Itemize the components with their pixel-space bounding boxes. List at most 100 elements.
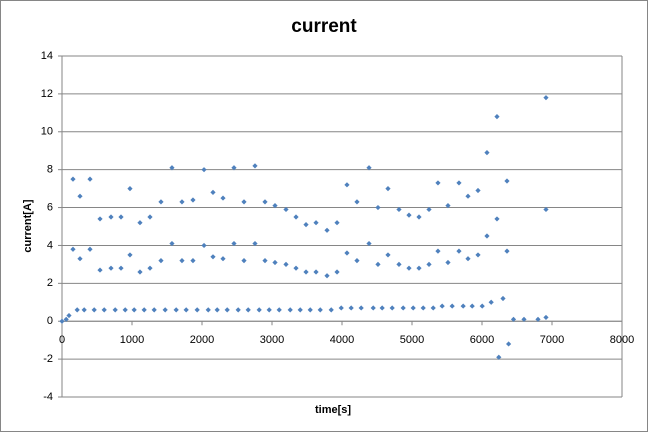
point [543,314,549,321]
point [338,305,344,311]
point [147,265,153,271]
point [313,269,319,275]
point [344,250,350,256]
point [101,307,107,313]
point [370,305,376,311]
point [87,176,93,182]
point [210,189,216,195]
point [521,316,527,322]
point [475,252,481,258]
point [77,256,83,262]
point [449,303,455,309]
point [354,199,360,205]
point [334,220,340,226]
y-tick-label: -4 [43,391,53,403]
x-tick-label: 0 [59,334,65,346]
point [122,307,128,313]
point [494,114,500,120]
point [70,176,76,182]
point [456,180,462,186]
point [137,220,143,226]
x-tick-label: 3000 [260,334,284,346]
point [256,307,262,313]
point [445,259,451,266]
point [252,163,258,169]
point [262,199,268,205]
point [205,307,211,313]
point [224,307,230,313]
y-tick-label: 14 [41,50,53,62]
point [303,269,309,275]
point [87,246,93,252]
point [220,256,226,262]
x-axis-label: time[s] [315,404,351,416]
point [108,214,114,220]
point [469,303,475,309]
point [435,180,441,186]
point [420,305,426,311]
point [141,307,147,313]
x-tick-label: 2000 [190,334,214,346]
point [179,258,185,264]
point [416,265,422,271]
point [389,305,395,311]
point [91,307,97,313]
point [287,307,293,313]
point [97,267,103,273]
point [131,307,137,313]
point [162,307,168,313]
point [190,197,196,203]
point [354,258,360,264]
point [272,259,278,266]
point [70,246,76,252]
point [317,307,323,313]
point [366,240,372,247]
y-tick-label: 12 [41,88,53,100]
y-tick-label: 0 [47,315,53,327]
point [496,354,502,360]
point [266,307,272,313]
point [283,261,289,267]
point [328,307,334,313]
y-tick-label: 4 [47,239,53,251]
point [465,256,471,262]
point [179,199,185,205]
point [272,203,278,209]
point [324,227,330,233]
x-tick-label: 1000 [120,334,144,346]
point [158,258,164,264]
chart-title: current [291,16,357,37]
point [385,186,391,192]
point [430,305,436,311]
point [241,199,247,205]
point [127,252,133,258]
point [426,261,432,267]
point [406,212,412,218]
point [543,206,549,213]
point [231,165,237,171]
point [465,193,471,199]
point [375,261,381,267]
point [504,248,510,254]
point [400,305,406,311]
point [194,307,200,313]
point [151,307,157,313]
point [173,307,179,313]
x-tick-label: 4000 [330,334,354,346]
y-tick-label: 6 [47,201,53,213]
point [406,265,412,271]
point [245,307,251,313]
point [324,273,330,279]
point [276,307,282,313]
point [479,303,485,309]
point [510,316,517,322]
point [506,341,512,347]
point [475,187,481,194]
point [118,214,124,220]
x-tick-label: 7000 [540,334,564,346]
point [484,233,490,239]
point [108,265,114,271]
point [127,186,133,192]
